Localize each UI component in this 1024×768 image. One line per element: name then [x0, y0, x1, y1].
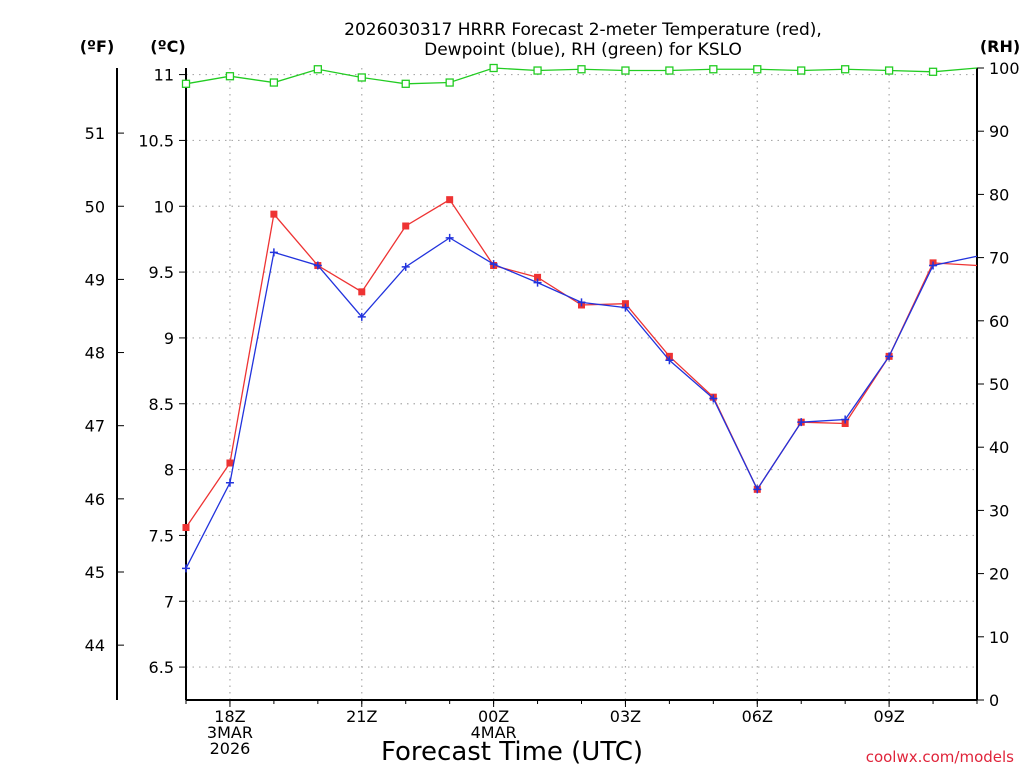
chart-title-line2: Dewpoint (blue), RH (green) for KSLO	[424, 40, 742, 60]
celsius-unit-label: (ºC)	[150, 37, 185, 56]
chart-title-line1: 2026030317 HRRR Forecast 2-meter Tempera…	[344, 20, 822, 40]
x-tick-label: 2026	[210, 739, 251, 758]
dewpoint-point	[225, 478, 234, 487]
rh-point	[665, 66, 674, 75]
x-tick-label: 21Z	[346, 707, 377, 726]
f-tick-label: 47	[85, 417, 105, 436]
rh-point	[445, 78, 454, 87]
temperature-point	[182, 524, 190, 532]
f-tick-label: 45	[85, 563, 105, 582]
rh-tick-label: 40	[989, 438, 1009, 457]
rh-tick-label: 80	[989, 185, 1009, 204]
fahrenheit-unit-label: (ºF)	[80, 37, 115, 56]
c-tick-label: 7	[164, 592, 174, 611]
rh-tick-label: 20	[989, 565, 1009, 584]
f-tick-label: 48	[85, 344, 105, 363]
rh-tick-label: 100	[989, 59, 1020, 78]
rh-point	[225, 72, 235, 81]
x-tick-label: 18Z	[214, 707, 245, 726]
c-tick-label: 10	[154, 197, 174, 216]
dewpoint-point	[357, 312, 366, 321]
f-tick-label: 50	[85, 197, 105, 216]
dewpoint-point	[709, 394, 718, 403]
x-tick-label: 3MAR	[207, 723, 253, 742]
rh-point	[884, 66, 894, 75]
c-tick-label: 9	[164, 329, 174, 348]
rh-point	[401, 79, 410, 88]
dewpoint-point	[621, 303, 630, 312]
c-tick-label: 8.5	[149, 395, 174, 414]
rh-point	[841, 65, 850, 74]
x-tick-label: 06Z	[742, 707, 773, 726]
rh-tick-label: 60	[989, 312, 1009, 331]
x-axis-label: Forecast Time (UTC)	[381, 737, 643, 767]
temperature-line	[185, 198, 978, 528]
dewpoint-point	[577, 298, 586, 307]
x-tick-label: 09Z	[873, 707, 904, 726]
dewpoint-point	[797, 418, 806, 427]
rh-point	[313, 65, 322, 74]
temperature-point	[226, 459, 234, 467]
rh-point	[621, 66, 630, 75]
rh-tick-label: 30	[989, 501, 1009, 520]
dewpoint-point	[313, 261, 322, 270]
c-tick-label: 9.5	[149, 263, 174, 282]
rh-point	[269, 78, 279, 87]
rh-tick-label: 90	[989, 122, 1009, 141]
dewpoint-point	[401, 262, 410, 271]
dewpoint-point	[269, 248, 278, 257]
data-series	[181, 63, 978, 573]
f-tick-label: 49	[85, 270, 105, 289]
dewpoint-point	[182, 564, 190, 573]
rh-point	[797, 66, 806, 75]
rh-tick-label: 50	[989, 375, 1009, 394]
rh-point	[357, 73, 366, 82]
c-tick-label: 6.5	[149, 658, 174, 677]
c-tick-label: 8	[164, 461, 174, 480]
rh-point	[489, 63, 498, 73]
rh-point	[577, 65, 586, 74]
gridlines	[186, 68, 977, 700]
dewpoint-point	[841, 415, 850, 424]
rh-tick-label: 0	[989, 691, 999, 710]
c-tick-label: 7.5	[149, 526, 174, 545]
rh-point	[709, 65, 718, 74]
c-tick-label: 11	[154, 66, 174, 85]
dewpoint-point	[885, 352, 894, 361]
rh-point	[753, 65, 762, 74]
x-tick-label: 03Z	[610, 707, 641, 726]
source-credit: coolwx.com/models	[866, 748, 1014, 766]
rh-unit-label: (RH)	[980, 37, 1020, 56]
f-tick-label: 44	[85, 636, 105, 655]
rh-point	[533, 66, 542, 75]
dewpoint-point	[929, 261, 938, 270]
temperature-point	[358, 288, 366, 296]
temperature-point	[270, 210, 278, 218]
rh-tick-label: 70	[989, 249, 1009, 268]
rh-point	[181, 79, 191, 88]
dewpoint-point	[445, 233, 454, 242]
dewpoint-point	[753, 485, 762, 494]
c-tick-label: 10.5	[138, 131, 174, 150]
x-tick-label: 00Z	[478, 707, 509, 726]
rh-point	[928, 67, 938, 76]
f-tick-label: 51	[85, 124, 105, 143]
dewpoint-point	[533, 278, 542, 287]
temperature-point	[534, 273, 542, 281]
x-tick-label: 4MAR	[471, 723, 517, 742]
dewpoint-point	[665, 356, 674, 365]
axes	[116, 67, 984, 707]
f-tick-label: 46	[85, 490, 105, 509]
dewpoint-point	[489, 260, 498, 269]
rh-tick-label: 10	[989, 628, 1009, 647]
temperature-point	[402, 222, 410, 230]
temperature-point	[446, 196, 454, 204]
